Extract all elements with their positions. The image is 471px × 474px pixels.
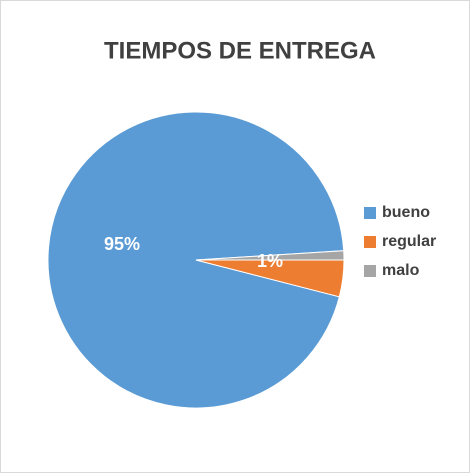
data-label: 1%: [257, 251, 283, 271]
legend-swatch: [364, 236, 376, 248]
legend-swatch: [364, 265, 376, 277]
pie-slice: [47, 111, 345, 409]
chart-title: TIEMPOS DE ENTREGA: [104, 37, 376, 64]
legend-label: malo: [382, 262, 420, 279]
pie-slice: [195, 250, 345, 261]
legend-label: bueno: [382, 204, 430, 221]
legend-label: regular: [382, 233, 436, 250]
legend-swatch: [364, 207, 376, 219]
data-label: 95%: [104, 234, 140, 254]
